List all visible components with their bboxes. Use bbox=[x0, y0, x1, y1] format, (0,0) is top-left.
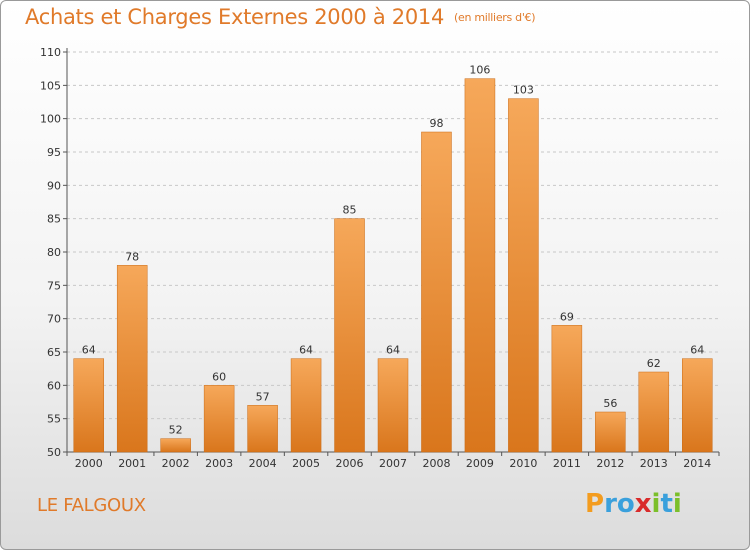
data-label: 103 bbox=[513, 84, 534, 97]
x-tick-label: 2013 bbox=[640, 457, 668, 470]
x-tick-label: 2002 bbox=[162, 457, 190, 470]
x-tick-label: 2005 bbox=[292, 457, 320, 470]
x-tick-label: 2009 bbox=[466, 457, 494, 470]
y-tick-label: 90 bbox=[47, 179, 61, 192]
bar bbox=[508, 98, 539, 453]
data-label: 62 bbox=[647, 357, 661, 370]
bar bbox=[377, 358, 409, 453]
logo-letter: r bbox=[604, 489, 617, 519]
x-tick-label: 2003 bbox=[205, 457, 233, 470]
x-tick-label: 2007 bbox=[379, 457, 407, 470]
y-tick-label: 65 bbox=[47, 346, 61, 359]
x-tick-label: 2011 bbox=[553, 457, 581, 470]
chart-title: Achats et Charges Externes 2000 à 2014 (e… bbox=[25, 5, 536, 29]
x-tick-label: 2008 bbox=[422, 457, 450, 470]
bar bbox=[73, 358, 104, 453]
y-tick-label: 55 bbox=[47, 413, 61, 426]
data-label: 98 bbox=[429, 117, 443, 130]
bar bbox=[682, 358, 713, 453]
bar bbox=[638, 371, 670, 453]
bar bbox=[203, 385, 235, 453]
logo-letter: t bbox=[660, 489, 673, 519]
logo-letter: P bbox=[585, 489, 605, 519]
x-tick-label: 2014 bbox=[683, 457, 711, 470]
data-label: 52 bbox=[169, 424, 183, 437]
town-name: LE FALGOUX bbox=[37, 495, 146, 516]
data-label: 60 bbox=[212, 370, 226, 383]
chart-title-text: Achats et Charges Externes 2000 à 2014 bbox=[25, 5, 445, 29]
data-labels: 64 78 52 60 57 64 85 64 98 106 103 69 56 62 64 bbox=[82, 64, 705, 437]
x-tick-label: 2004 bbox=[249, 457, 277, 470]
data-label: 78 bbox=[125, 250, 139, 263]
y-tick-label: 60 bbox=[47, 379, 61, 392]
x-tick-label: 2012 bbox=[596, 457, 624, 470]
y-tick-label: 110 bbox=[40, 46, 61, 59]
y-tick-label: 100 bbox=[40, 113, 61, 126]
bar bbox=[247, 405, 278, 453]
x-tick-label: 2000 bbox=[75, 457, 103, 470]
logo-letter: i bbox=[672, 489, 682, 519]
x-tick-label: 2006 bbox=[336, 457, 364, 470]
logo-letter: o bbox=[616, 489, 635, 519]
y-tick-label: 105 bbox=[40, 79, 61, 92]
data-label: 56 bbox=[603, 397, 617, 410]
chart-subtitle: (en milliers d'€) bbox=[454, 11, 536, 24]
bar bbox=[464, 78, 496, 453]
y-tick-label: 75 bbox=[47, 279, 61, 292]
data-label: 64 bbox=[386, 344, 400, 357]
bar bbox=[160, 438, 191, 453]
data-label: 106 bbox=[469, 64, 490, 77]
bars bbox=[73, 78, 713, 453]
data-label: 64 bbox=[299, 344, 313, 357]
bar bbox=[421, 131, 452, 453]
logo-letter: i bbox=[651, 489, 661, 519]
proxiti-logo[interactable]: Proxiti bbox=[585, 489, 682, 519]
y-tick-label: 95 bbox=[47, 146, 61, 159]
x-tick-label: 2001 bbox=[118, 457, 146, 470]
data-label: 57 bbox=[256, 390, 270, 403]
logo-letter: x bbox=[634, 489, 652, 519]
bar bbox=[116, 265, 148, 453]
bar bbox=[595, 411, 626, 453]
data-label: 69 bbox=[560, 310, 574, 323]
y-tick-label: 70 bbox=[47, 313, 61, 326]
bar bbox=[290, 358, 322, 453]
x-tick-label: 2010 bbox=[509, 457, 537, 470]
bar bbox=[551, 325, 583, 453]
y-tick-label: 50 bbox=[47, 446, 61, 459]
y-tick-label: 85 bbox=[47, 213, 61, 226]
data-label: 64 bbox=[690, 344, 704, 357]
y-tick-label: 80 bbox=[47, 246, 61, 259]
data-label: 64 bbox=[82, 344, 96, 357]
bar bbox=[334, 218, 365, 453]
axes: 50 55 60 65 70 75 80 85 90 95 100 105 110 2000 2001 200… bbox=[40, 46, 720, 470]
data-label: 85 bbox=[343, 204, 357, 217]
